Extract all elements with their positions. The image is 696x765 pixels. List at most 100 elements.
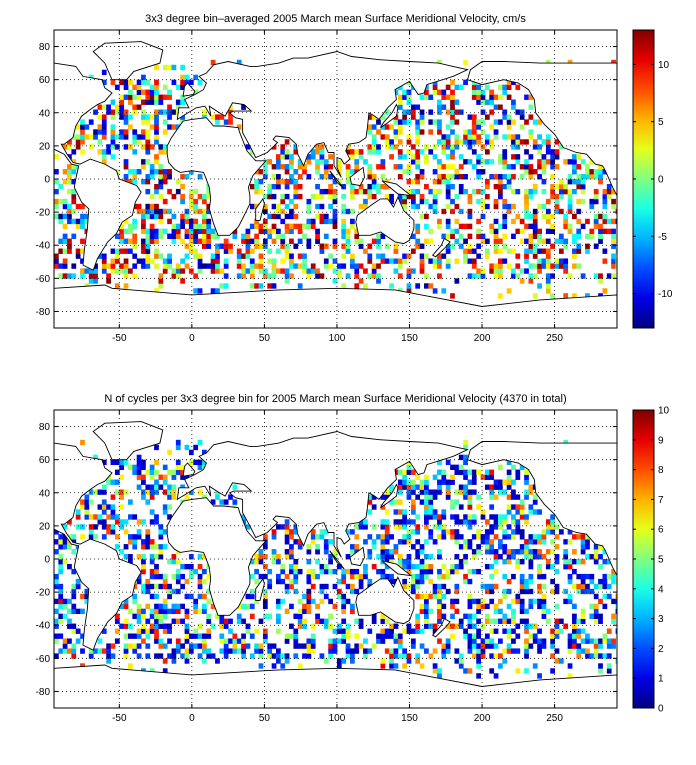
data-cell (450, 149, 455, 155)
data-cell (193, 198, 199, 205)
data-cell (114, 283, 120, 289)
data-cell (302, 603, 307, 610)
data-cell (589, 653, 595, 659)
data-cell (158, 623, 164, 629)
data-cell (402, 258, 408, 264)
data-cell (262, 218, 268, 225)
data-cell (580, 159, 586, 165)
data-cell (432, 628, 438, 634)
data-cell (493, 554, 499, 560)
data-cell (415, 578, 421, 585)
data-cell (315, 603, 320, 610)
data-cell (219, 633, 225, 639)
coastline (166, 117, 267, 236)
data-cell (162, 64, 168, 71)
data-cell (550, 539, 556, 545)
data-cell (489, 539, 495, 545)
data-cell (563, 439, 569, 446)
data-cell (437, 89, 442, 95)
data-cell (563, 263, 569, 269)
data-cell (175, 104, 181, 110)
data-cell (341, 603, 347, 610)
data-cell (162, 174, 168, 180)
data-cell (145, 253, 151, 259)
data-cell (450, 79, 455, 86)
data-cell (606, 228, 612, 235)
data-cell (524, 653, 529, 659)
data-cell (188, 643, 194, 649)
data-cell (136, 464, 142, 470)
data-cell (493, 618, 499, 624)
data-cell (128, 499, 133, 505)
data-cell (315, 159, 320, 165)
data-cell (593, 243, 599, 249)
data-cell (454, 258, 460, 264)
data-cell (219, 618, 225, 624)
data-cell (445, 459, 451, 466)
data-cell (54, 618, 59, 624)
data-cell (415, 164, 421, 170)
data-cell (541, 638, 547, 644)
data-cell (293, 213, 299, 220)
data-cell (175, 99, 181, 105)
data-cell (149, 233, 155, 239)
data-cell (424, 489, 429, 495)
data-cell (245, 524, 251, 530)
data-cell (110, 129, 116, 135)
data-cell (110, 529, 116, 535)
data-cell (75, 578, 81, 585)
data-cell (424, 593, 429, 600)
data-cell (197, 578, 203, 585)
data-cell (128, 464, 133, 470)
data-cell (232, 484, 238, 490)
data-cell (306, 549, 312, 555)
data-cell (606, 218, 612, 225)
data-cell (241, 653, 246, 659)
data-cell (384, 628, 390, 634)
data-cell (437, 673, 442, 679)
data-cell (471, 638, 477, 644)
y-tick-label: -80 (36, 307, 51, 318)
data-cell (363, 268, 368, 274)
data-cell (489, 469, 495, 475)
data-cell (141, 99, 146, 105)
data-cell (315, 268, 320, 274)
data-cell (410, 509, 416, 515)
data-cell (128, 268, 133, 274)
data-cell (223, 258, 229, 264)
data-cell (188, 79, 194, 86)
data-cell (532, 263, 538, 269)
data-cell (193, 253, 199, 259)
coastline (381, 560, 413, 577)
data-cell (258, 228, 264, 235)
data-cell (367, 149, 373, 155)
data-cell (484, 183, 490, 190)
data-cell (476, 174, 482, 180)
data-cell (158, 544, 164, 550)
data-cell (136, 89, 142, 95)
data-cell (149, 174, 155, 180)
data-cell (437, 484, 442, 490)
data-cell (567, 223, 573, 230)
data-cell (354, 568, 360, 575)
data-cell (254, 179, 259, 185)
data-cell (419, 573, 425, 580)
data-cell (158, 213, 164, 220)
data-cell (511, 613, 516, 619)
data-cell (206, 203, 212, 210)
data-cell (558, 179, 564, 185)
data-cell (589, 198, 595, 205)
data-cell (293, 529, 299, 535)
data-cell (332, 213, 338, 220)
data-cell (280, 208, 286, 215)
data-cell (410, 588, 416, 595)
data-cell (419, 263, 425, 269)
data-cell (202, 643, 207, 649)
data-cell (467, 489, 473, 495)
data-cell (463, 668, 468, 674)
data-cell (558, 208, 564, 215)
data-cell (184, 593, 190, 600)
data-cell (328, 653, 333, 659)
data-cell (376, 633, 381, 639)
data-cell (415, 203, 421, 210)
